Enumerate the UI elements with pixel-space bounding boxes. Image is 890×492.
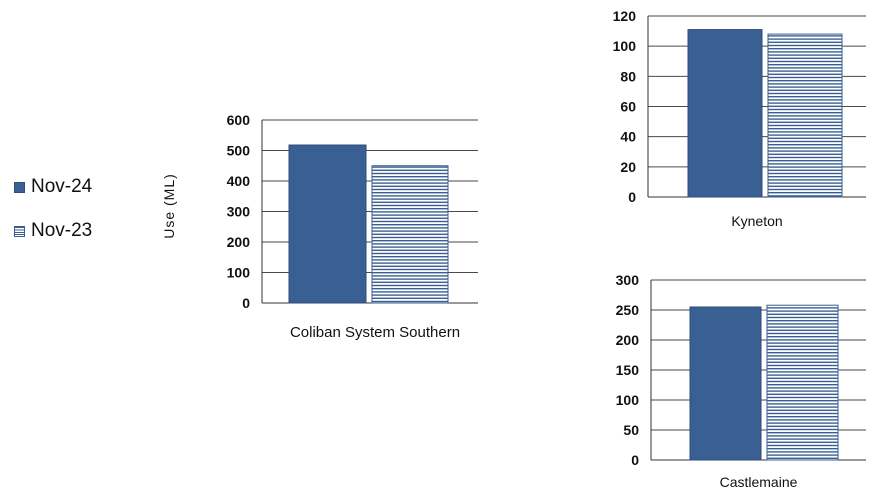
y-tick-label: 0 <box>631 452 639 468</box>
y-tick-label: 120 <box>613 8 637 24</box>
legend-label: Nov-23 <box>31 220 93 241</box>
legend-label: Nov-24 <box>31 176 93 197</box>
y-tick-label: 150 <box>616 362 640 378</box>
y-tick-label: 100 <box>227 265 251 281</box>
y-tick-label: 400 <box>227 173 251 189</box>
category-label: Coliban System Southern <box>290 324 460 341</box>
category-label: Kyneton <box>731 213 782 229</box>
y-tick-label: 50 <box>623 422 639 438</box>
legend-swatch-striped <box>14 225 25 237</box>
legend-swatch-solid <box>14 181 25 193</box>
y-tick-label: 200 <box>227 234 251 250</box>
y-tick-label: 20 <box>620 159 636 175</box>
bar-nov-24 <box>689 306 762 461</box>
y-tick-label: 100 <box>616 392 640 408</box>
y-tick-label: 200 <box>616 332 640 348</box>
y-tick-label: 250 <box>616 302 640 318</box>
y-tick-label: 0 <box>628 189 636 205</box>
bar-nov-24 <box>687 29 763 198</box>
y-tick-label: 300 <box>227 204 251 220</box>
category-label: Castlemaine <box>720 474 798 490</box>
y-tick-label: 100 <box>613 38 637 54</box>
bar-nov-23 <box>371 165 449 304</box>
bar-nov-23 <box>767 33 843 198</box>
y-tick-label: 300 <box>616 272 640 288</box>
y-tick-label: 60 <box>620 99 636 115</box>
y-tick-label: 80 <box>620 68 636 84</box>
legend-item-nov-23: Nov-23 <box>14 220 92 242</box>
y-tick-label: 0 <box>242 295 250 311</box>
y-tick-label: 500 <box>227 143 251 159</box>
legend-item-nov-24: Nov-24 <box>14 176 92 198</box>
y-tick-label: 40 <box>620 129 636 145</box>
bar-nov-23 <box>766 304 839 461</box>
chart-legend: Nov-24 Nov-23 <box>14 176 92 264</box>
y-tick-label: 600 <box>227 112 251 128</box>
bar-nov-24 <box>288 144 367 304</box>
y-axis-title: Use (ML) <box>161 173 177 239</box>
